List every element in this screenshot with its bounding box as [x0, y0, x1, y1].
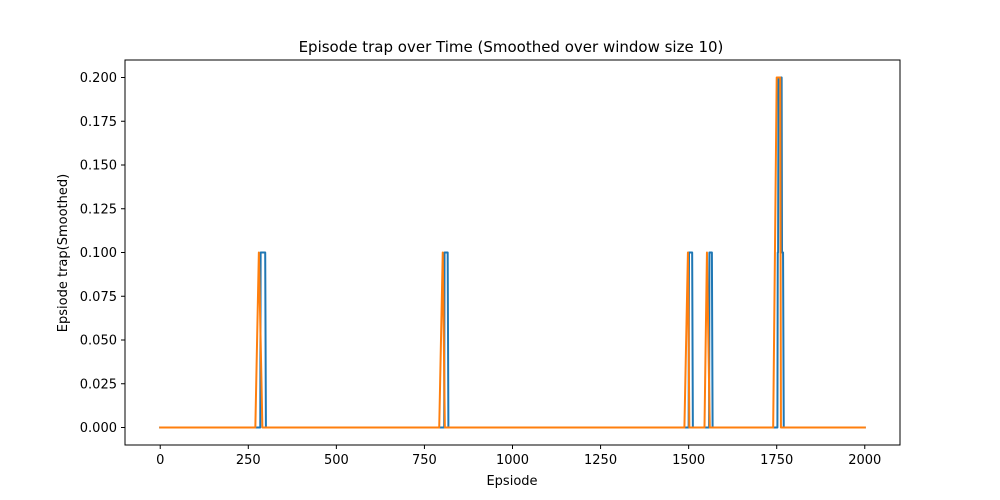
x-tick-label: 500: [324, 453, 349, 468]
x-tick-label: 1000: [496, 453, 529, 468]
y-tick-label: 0.075: [80, 290, 117, 305]
chart-title: Episode trap over Time (Smoothed over wi…: [299, 38, 724, 56]
x-tick-label: 750: [412, 453, 437, 468]
y-axis-ticks: 0.000 0.025 0.050 0.075 0.100 0.125 0.150 0.175…: [80, 71, 125, 436]
y-tick-label: 0.175: [80, 115, 117, 130]
y-tick-label: 0.025: [80, 377, 117, 392]
y-tick-label: 0.050: [80, 334, 117, 349]
x-tick-label: 250: [236, 453, 261, 468]
y-tick-label: 0.100: [80, 246, 117, 261]
series-line-2: [159, 76, 866, 429]
y-tick-label: 0.200: [80, 71, 117, 86]
x-tick-label: 2000: [848, 453, 881, 468]
y-tick-label: 0.000: [80, 421, 117, 436]
x-tick-label: 1250: [584, 453, 617, 468]
y-tick-label: 0.125: [80, 202, 117, 217]
x-tick-label: 0: [156, 453, 164, 468]
x-tick-label: 1750: [760, 453, 793, 468]
y-tick-label: 0.150: [80, 159, 117, 174]
y-axis-label: Epsiode trap(Smoothed): [56, 174, 71, 332]
x-axis-label: Epsiode: [486, 474, 537, 489]
x-axis-ticks: 0 250 500 750 1000 1250 1500 1750 2000: [156, 445, 881, 468]
x-tick-label: 1500: [672, 453, 705, 468]
